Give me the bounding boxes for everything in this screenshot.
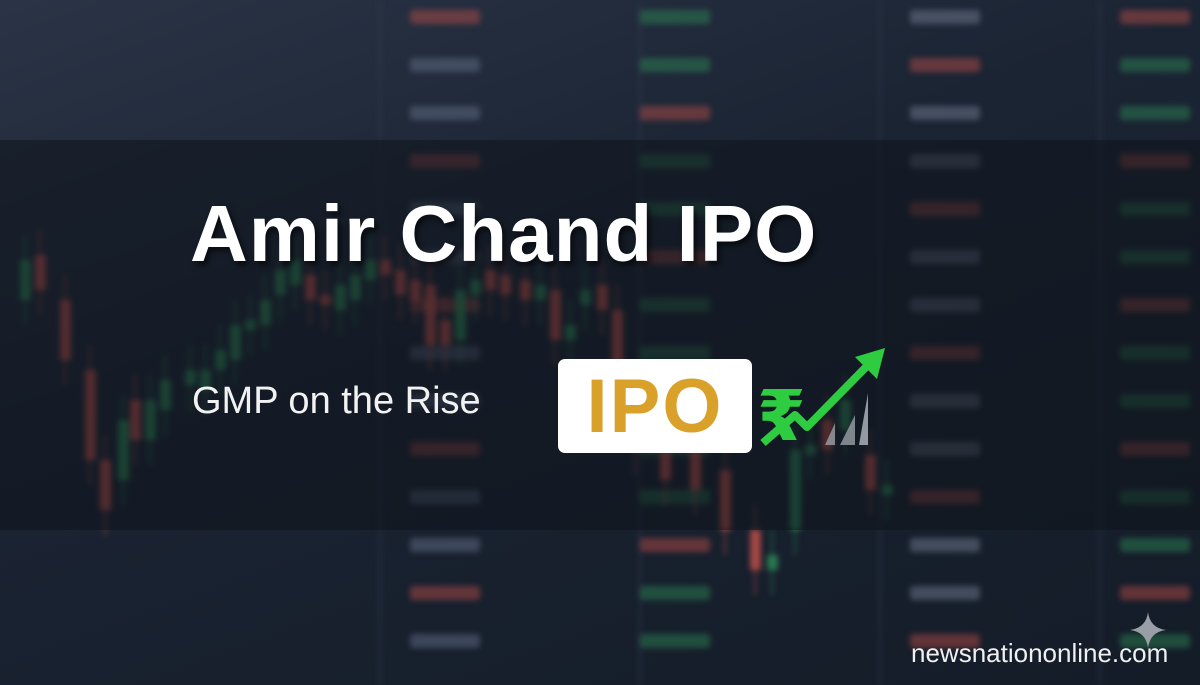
table-cell bbox=[910, 586, 980, 600]
headline: Amir Chand IPO bbox=[190, 189, 818, 278]
table-cell bbox=[640, 58, 710, 72]
table-cell bbox=[640, 586, 710, 600]
table-cell bbox=[910, 10, 980, 24]
subheadline: GMP on the Rise bbox=[192, 380, 481, 422]
table-cell bbox=[410, 58, 480, 72]
table-cell bbox=[640, 634, 710, 648]
table-cell bbox=[410, 634, 480, 648]
table-cell bbox=[1120, 538, 1190, 552]
candle-body bbox=[767, 555, 778, 570]
table-cell bbox=[410, 106, 480, 120]
table-cell bbox=[640, 106, 710, 120]
candle-body bbox=[750, 530, 761, 570]
table-cell bbox=[640, 10, 710, 24]
table-cell bbox=[410, 10, 480, 24]
table-cell bbox=[910, 106, 980, 120]
watermark-site: newsnationonline.com bbox=[911, 638, 1169, 668]
table-cell bbox=[1120, 10, 1190, 24]
table-cell bbox=[410, 538, 480, 552]
table-cell bbox=[640, 538, 710, 552]
table-cell bbox=[1120, 586, 1190, 600]
table-cell bbox=[910, 634, 980, 648]
ipo-badge-label: IPO bbox=[586, 363, 724, 449]
headline-band bbox=[0, 140, 1200, 530]
table-cell bbox=[910, 58, 980, 72]
table-cell bbox=[410, 586, 480, 600]
table-cell bbox=[910, 538, 980, 552]
sparkle-icon bbox=[1130, 612, 1166, 648]
table-cell bbox=[1120, 634, 1190, 648]
rupee-rising-arrow-icon: ₹ bbox=[757, 348, 885, 455]
table-cell bbox=[1120, 58, 1190, 72]
ipo-badge: IPO bbox=[558, 359, 752, 453]
table-cell bbox=[1120, 106, 1190, 120]
